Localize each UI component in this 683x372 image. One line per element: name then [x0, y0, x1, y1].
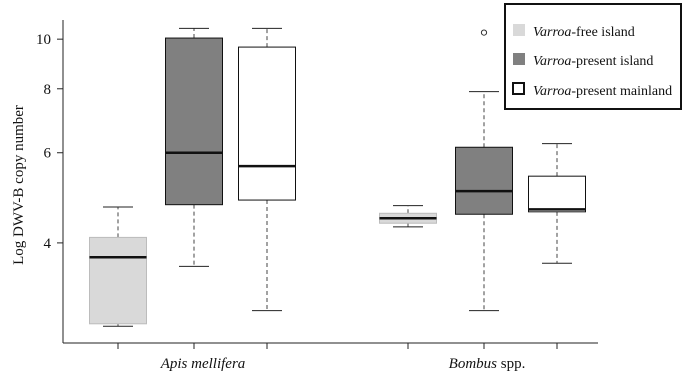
- legend-item: Varroa-present mainland: [512, 82, 672, 99]
- legend-label: Varroa-present mainland: [533, 84, 672, 99]
- legend-label-rest: -present mainland: [571, 84, 672, 99]
- x-ticks: Apis mellifera Bombus spp.: [117, 343, 558, 372]
- legend-label: Varroa-present island: [533, 54, 653, 69]
- group-label-suffix: spp.: [497, 356, 525, 372]
- box-plot: [528, 143, 586, 264]
- legend-item: Varroa-present island: [513, 53, 653, 69]
- group-label-italic: Bombus: [449, 356, 497, 372]
- y-tick-label: 10: [36, 32, 51, 48]
- legend-swatch: [512, 82, 525, 95]
- group-label-italic: Apis mellifera: [160, 356, 246, 372]
- legend-label-italic: Varroa: [533, 84, 571, 99]
- outlier-point: [480, 29, 488, 36]
- box-plot: [238, 27, 296, 312]
- legend-label-italic: Varroa: [533, 54, 571, 69]
- group-label: Apis mellifera: [160, 356, 246, 372]
- box-plot: [165, 27, 223, 267]
- boxes-layer: [89, 27, 586, 327]
- axes-layer: 4 6 8 10 Apis mellifera Bombus spp. Log DWV-…: [11, 20, 598, 372]
- legend-label-rest: -present island: [571, 54, 653, 69]
- legend-item: Varroa-free island: [513, 24, 635, 40]
- box-plot: [379, 205, 437, 228]
- y-tick-label: 6: [44, 146, 52, 162]
- legend-label-italic: Varroa: [533, 25, 571, 40]
- box-plot: [89, 206, 147, 327]
- legend-label: Varroa-free island: [533, 25, 635, 40]
- y-ticks: 4 6 8 10: [36, 32, 63, 252]
- y-axis-title: Log DWV-B copy number: [11, 105, 27, 265]
- legend-label-rest: -free island: [571, 25, 634, 40]
- y-tick-label: 8: [44, 82, 52, 98]
- group-label: Bombus spp.: [449, 356, 526, 372]
- y-tick-label: 4: [44, 236, 52, 252]
- iqr-box: [89, 236, 147, 325]
- box-plot: [455, 29, 513, 312]
- legend-frame: [504, 3, 682, 110]
- legend-swatch: [513, 24, 525, 36]
- legend-swatch: [513, 53, 525, 65]
- iqr-box: [238, 46, 296, 201]
- iqr-box: [455, 146, 513, 215]
- iqr-box: [528, 175, 586, 213]
- iqr-box: [165, 37, 223, 206]
